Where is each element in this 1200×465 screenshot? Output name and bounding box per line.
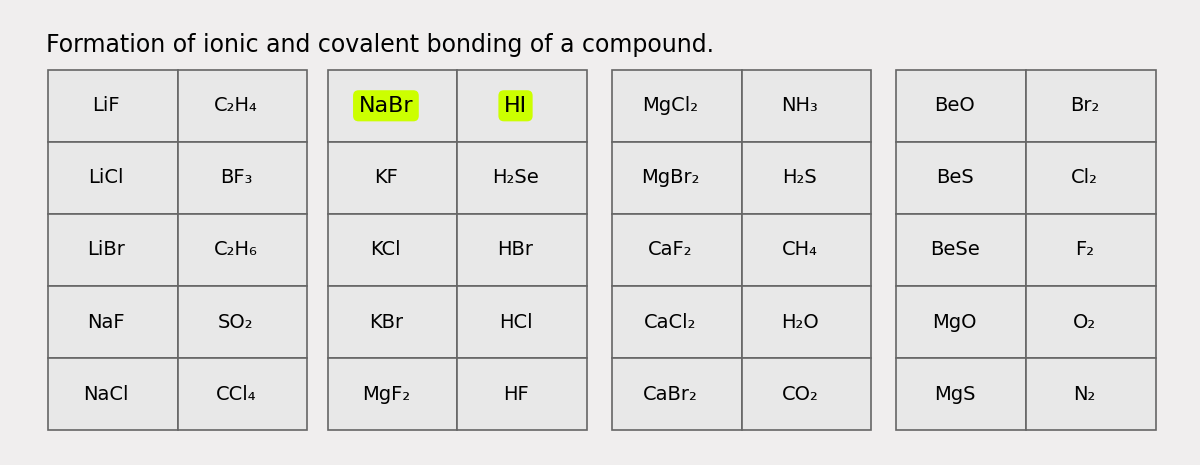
Text: CO₂: CO₂ <box>781 385 818 404</box>
Bar <box>1026 286 1156 358</box>
Text: Formation of ionic and covalent bonding of a compound.: Formation of ionic and covalent bonding … <box>46 33 714 57</box>
Bar <box>742 358 871 430</box>
Text: Cl₂: Cl₂ <box>1070 168 1098 187</box>
Text: N₂: N₂ <box>1073 385 1096 404</box>
Text: CaCl₂: CaCl₂ <box>644 312 696 332</box>
Bar <box>48 286 178 358</box>
Bar <box>612 358 742 430</box>
Bar <box>742 142 871 214</box>
Bar <box>896 358 1026 430</box>
Text: Br₂: Br₂ <box>1069 96 1099 115</box>
Bar <box>742 214 871 286</box>
Bar <box>328 286 457 358</box>
Text: BF₃: BF₃ <box>220 168 252 187</box>
Text: CaBr₂: CaBr₂ <box>643 385 697 404</box>
Text: MgCl₂: MgCl₂ <box>642 96 698 115</box>
Bar <box>612 214 742 286</box>
Bar <box>896 142 1026 214</box>
Text: H₂O: H₂O <box>781 312 818 332</box>
Text: NaF: NaF <box>88 312 125 332</box>
Bar <box>742 70 871 142</box>
Bar <box>178 70 307 142</box>
Text: MgO: MgO <box>932 312 977 332</box>
Bar <box>1026 358 1156 430</box>
Text: CCl₄: CCl₄ <box>216 385 256 404</box>
Text: KCl: KCl <box>371 240 401 259</box>
Text: O₂: O₂ <box>1073 312 1096 332</box>
Text: H₂Se: H₂Se <box>492 168 539 187</box>
Bar <box>178 358 307 430</box>
Bar <box>328 214 457 286</box>
Bar <box>612 142 742 214</box>
Bar <box>457 358 587 430</box>
Text: BeSe: BeSe <box>930 240 979 259</box>
Text: C₂H₆: C₂H₆ <box>214 240 258 259</box>
Bar <box>457 70 587 142</box>
Bar <box>457 214 587 286</box>
Text: NaBr: NaBr <box>359 96 413 116</box>
Text: HBr: HBr <box>498 240 534 259</box>
Text: MgF₂: MgF₂ <box>361 385 410 404</box>
Text: SO₂: SO₂ <box>218 312 253 332</box>
Bar <box>328 358 457 430</box>
Text: KBr: KBr <box>368 312 403 332</box>
Text: F₂: F₂ <box>1075 240 1094 259</box>
Bar <box>457 286 587 358</box>
Text: HCl: HCl <box>499 312 533 332</box>
Text: HF: HF <box>503 385 528 404</box>
Text: H₂S: H₂S <box>782 168 817 187</box>
Text: HI: HI <box>504 96 527 116</box>
Text: LiCl: LiCl <box>89 168 124 187</box>
Bar <box>896 70 1026 142</box>
Text: CH₄: CH₄ <box>782 240 818 259</box>
Text: MgS: MgS <box>934 385 976 404</box>
Bar <box>457 142 587 214</box>
Bar <box>48 70 178 142</box>
Bar <box>742 286 871 358</box>
Bar <box>1026 70 1156 142</box>
Text: C₂H₄: C₂H₄ <box>214 96 258 115</box>
Bar <box>48 358 178 430</box>
Bar <box>896 214 1026 286</box>
Bar <box>896 286 1026 358</box>
Text: LiBr: LiBr <box>88 240 125 259</box>
Bar <box>328 70 457 142</box>
Bar <box>48 214 178 286</box>
Text: BeO: BeO <box>935 96 976 115</box>
Text: NH₃: NH₃ <box>781 96 818 115</box>
Bar <box>178 286 307 358</box>
Text: NaCl: NaCl <box>84 385 130 404</box>
Text: LiF: LiF <box>92 96 120 115</box>
Bar <box>178 142 307 214</box>
Bar <box>178 214 307 286</box>
Bar <box>328 142 457 214</box>
Text: CaF₂: CaF₂ <box>648 240 692 259</box>
Bar <box>1026 214 1156 286</box>
Text: KF: KF <box>374 168 398 187</box>
Bar <box>1026 142 1156 214</box>
Bar <box>612 70 742 142</box>
Text: BeS: BeS <box>936 168 973 187</box>
Bar <box>612 286 742 358</box>
Bar <box>48 142 178 214</box>
Text: MgBr₂: MgBr₂ <box>641 168 700 187</box>
